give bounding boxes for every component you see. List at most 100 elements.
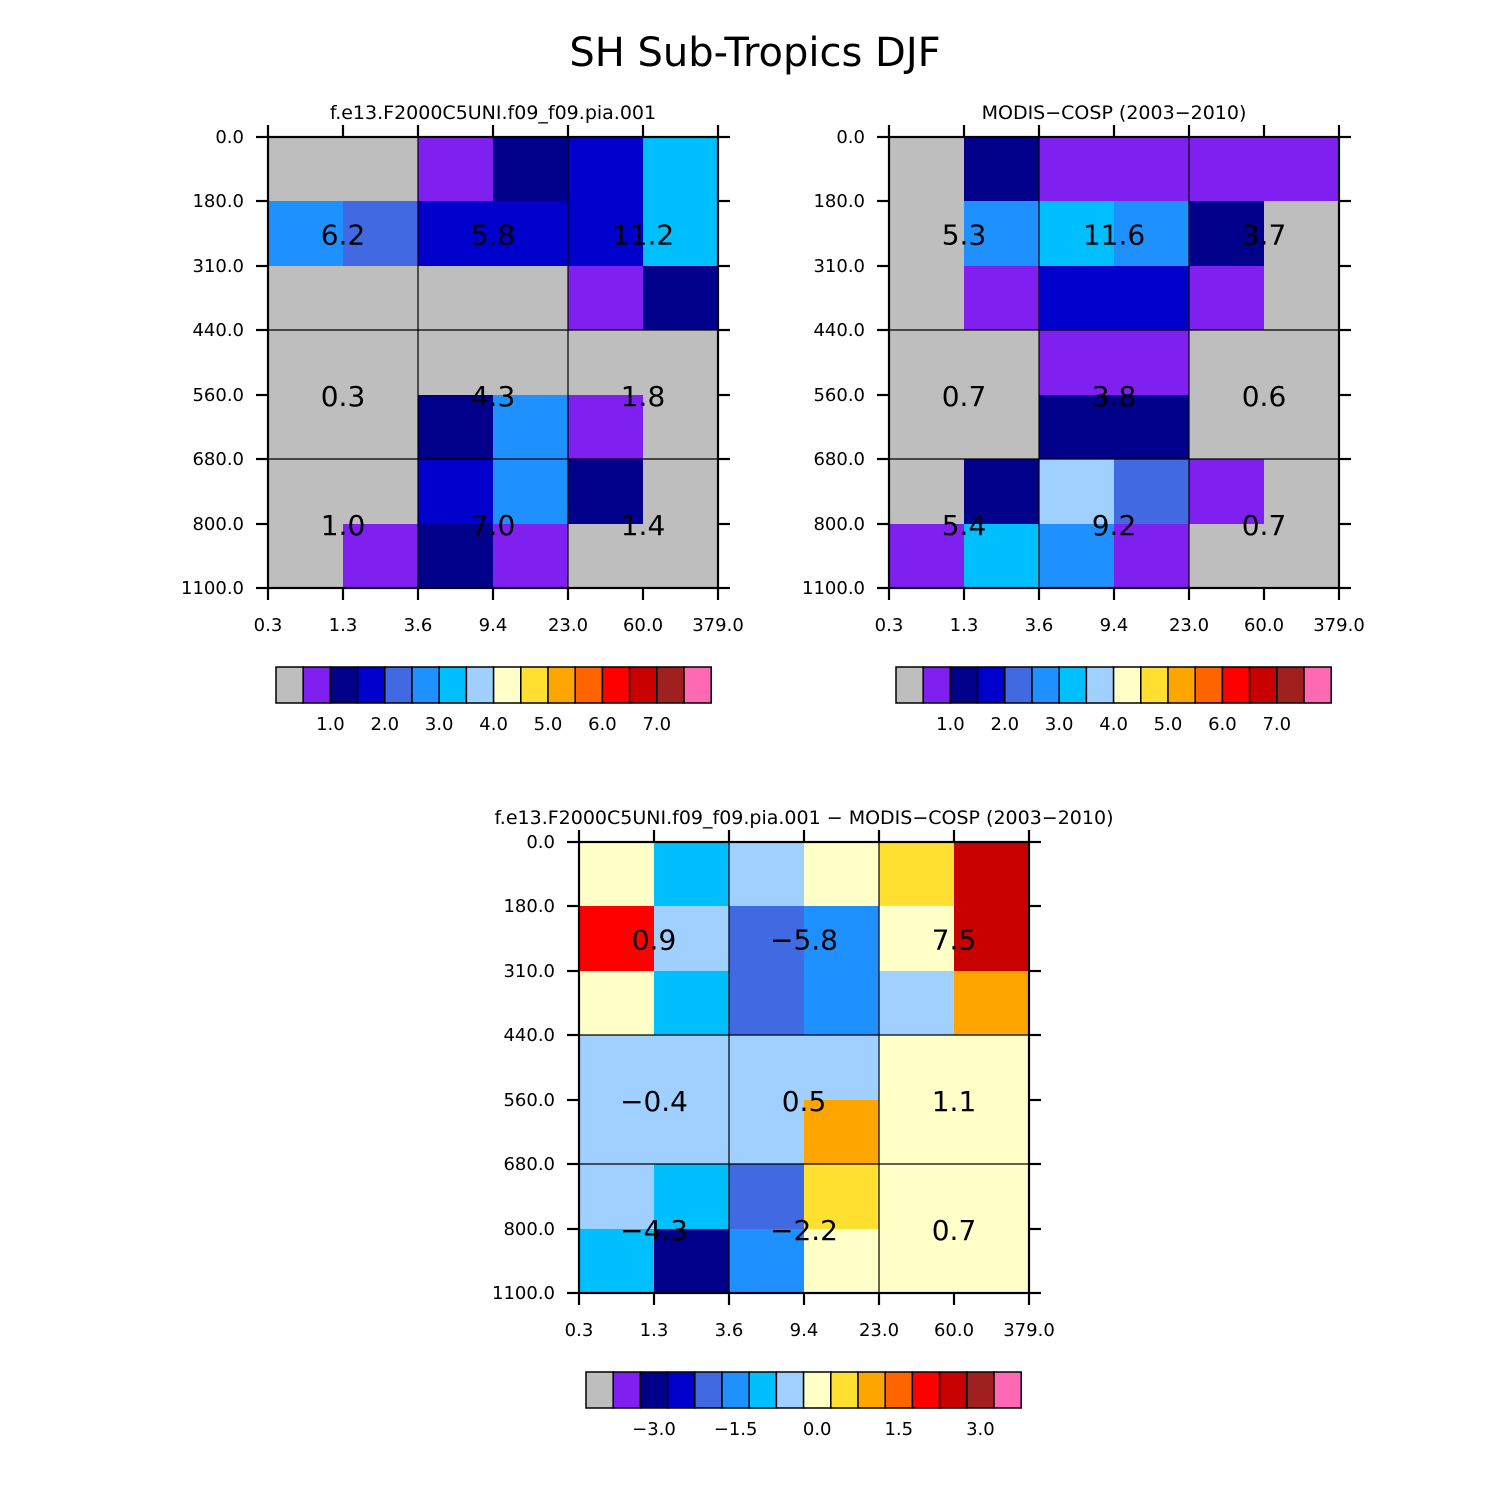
colorbar-swatch: [666, 1371, 696, 1409]
heatmap-cell: [1039, 137, 1115, 202]
heatmap-cell: [1264, 137, 1340, 202]
x-tick-label: 379.0: [1313, 615, 1365, 636]
heatmap-cell: [804, 1164, 880, 1230]
heatmap-cell: [1264, 459, 1340, 525]
colorbar-swatch: [976, 666, 1006, 704]
colorbar-swatch: [329, 666, 359, 704]
heatmap-cell: [889, 459, 965, 525]
heatmap-cell: [343, 266, 419, 331]
colorbar-swatch: [520, 666, 549, 704]
colorbar-swatch: [721, 1371, 750, 1409]
y-tick-label: 1100.0: [802, 578, 865, 599]
cell-value-label: 0.3: [321, 380, 366, 413]
heatmap-cell: [1039, 201, 1115, 267]
cell-value-label: −4.3: [620, 1214, 688, 1247]
heatmap-cell: [1114, 137, 1190, 202]
colorbar-swatch: [438, 666, 468, 704]
colorbar-swatch: [830, 1371, 859, 1409]
heatmap-cell: [729, 906, 805, 972]
colorbar-swatch: [949, 666, 979, 704]
heatmap-cell: [268, 524, 344, 589]
y-tick-label: 0.0: [526, 832, 555, 853]
heatmap-cell: [268, 395, 344, 460]
panel-title: MODIS−COSP (2003−2010): [982, 102, 1247, 124]
heatmap-cell: [579, 1035, 655, 1101]
y-tick-label: 0.0: [215, 127, 244, 148]
x-tick-label: 3.6: [404, 615, 433, 636]
colorbar-swatch: [683, 666, 712, 704]
heatmap-cell: [418, 395, 494, 460]
heatmap-cell: [1114, 330, 1190, 396]
x-tick-label: 1.3: [329, 615, 358, 636]
heatmap-cell: [1189, 137, 1265, 202]
colorbar-swatch: [884, 1371, 914, 1409]
heatmap-cell: [1114, 459, 1190, 525]
colorbar-label: 3.0: [966, 1419, 995, 1440]
cell-value-label: 3.8: [1092, 380, 1137, 413]
colorbar-swatch: [1112, 666, 1142, 704]
heatmap-cell: [579, 906, 655, 972]
heatmap-cell: [804, 1100, 880, 1165]
heatmap-cell: [1264, 524, 1340, 589]
main-title: SH Sub-Tropics DJF: [569, 30, 940, 76]
heatmap-cell: [343, 330, 419, 396]
y-axis: [877, 135, 1351, 590]
y-axis: [256, 135, 730, 590]
heatmap-cell: [964, 459, 1040, 525]
heatmap-cell: [1264, 395, 1340, 460]
heatmap-cell: [954, 906, 1030, 972]
heatmap-cells: [579, 842, 1030, 1294]
cell-value-label: 0.6: [1242, 380, 1287, 413]
heatmap-cell: [568, 459, 644, 525]
cell-value-label: 6.2: [321, 219, 366, 252]
heatmap-cell: [804, 1035, 880, 1101]
heatmap-cell: [729, 1035, 805, 1101]
heatmap-cell: [568, 395, 644, 460]
heatmap-cell: [418, 266, 494, 331]
heatmap-cell: [879, 971, 955, 1036]
heatmap-cell: [804, 1229, 880, 1294]
heatmap-cell: [954, 842, 1030, 907]
x-tick-label: 9.4: [1100, 615, 1129, 636]
heatmap-cell: [493, 524, 569, 589]
heatmap-cell: [343, 137, 419, 202]
x-tick-label: 1.3: [950, 615, 979, 636]
heatmap-cell: [493, 330, 569, 396]
heatmap-cell: [964, 266, 1040, 331]
cell-value-label: 4.3: [471, 380, 516, 413]
heatmap-cell: [804, 842, 880, 907]
cell-value-label: 1.4: [621, 509, 666, 542]
heatmap-cell: [493, 266, 569, 331]
heatmap-cell: [1114, 395, 1190, 460]
cell-value-label: 9.2: [1092, 509, 1137, 542]
heatmap-cell: [568, 266, 644, 331]
cell-value-label: 0.7: [932, 1214, 977, 1247]
y-tick-label: 440.0: [192, 320, 244, 341]
colorbar-swatch: [612, 1371, 642, 1409]
cell-value-label: 0.7: [942, 380, 987, 413]
colorbar-label: 2.0: [990, 714, 1019, 735]
colorbar-swatch: [694, 1371, 723, 1409]
heatmap-cell: [579, 971, 655, 1036]
y-axis: [567, 840, 1041, 1295]
heatmap-cell: [268, 330, 344, 396]
heatmap-cell: [654, 842, 730, 907]
y-tick-label: 800.0: [192, 514, 244, 535]
colorbar-swatch: [656, 666, 685, 704]
colorbar-label: 1.5: [884, 1419, 913, 1440]
cell-value-label: 0.5: [782, 1085, 827, 1118]
heatmap-cell: [1114, 201, 1190, 267]
heatmap-cell: [643, 395, 719, 460]
x-tick-label: 0.3: [565, 1320, 594, 1341]
x-tick-label: 9.4: [790, 1320, 819, 1341]
x-axis: [887, 125, 1341, 600]
colorbar-swatch: [1167, 666, 1196, 704]
y-tick-label: 1100.0: [492, 1283, 555, 1304]
colorbar-label: 5.0: [1154, 714, 1183, 735]
colorbar-swatch: [938, 1371, 968, 1409]
heatmap-cell: [343, 201, 419, 267]
heatmap-cell: [879, 1229, 955, 1294]
colorbar-label: −1.5: [714, 1419, 758, 1440]
heatmap-cell: [964, 395, 1040, 460]
colorbar-label: 3.0: [1045, 714, 1074, 735]
